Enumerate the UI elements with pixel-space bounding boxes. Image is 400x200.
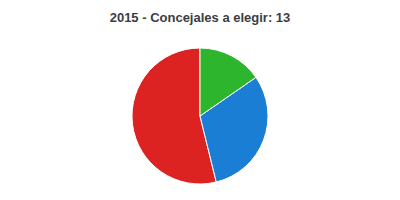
svg-text:2015 - Concejales a elegir: 13: 2015 - Concejales a elegir: 13 <box>110 10 291 25</box>
